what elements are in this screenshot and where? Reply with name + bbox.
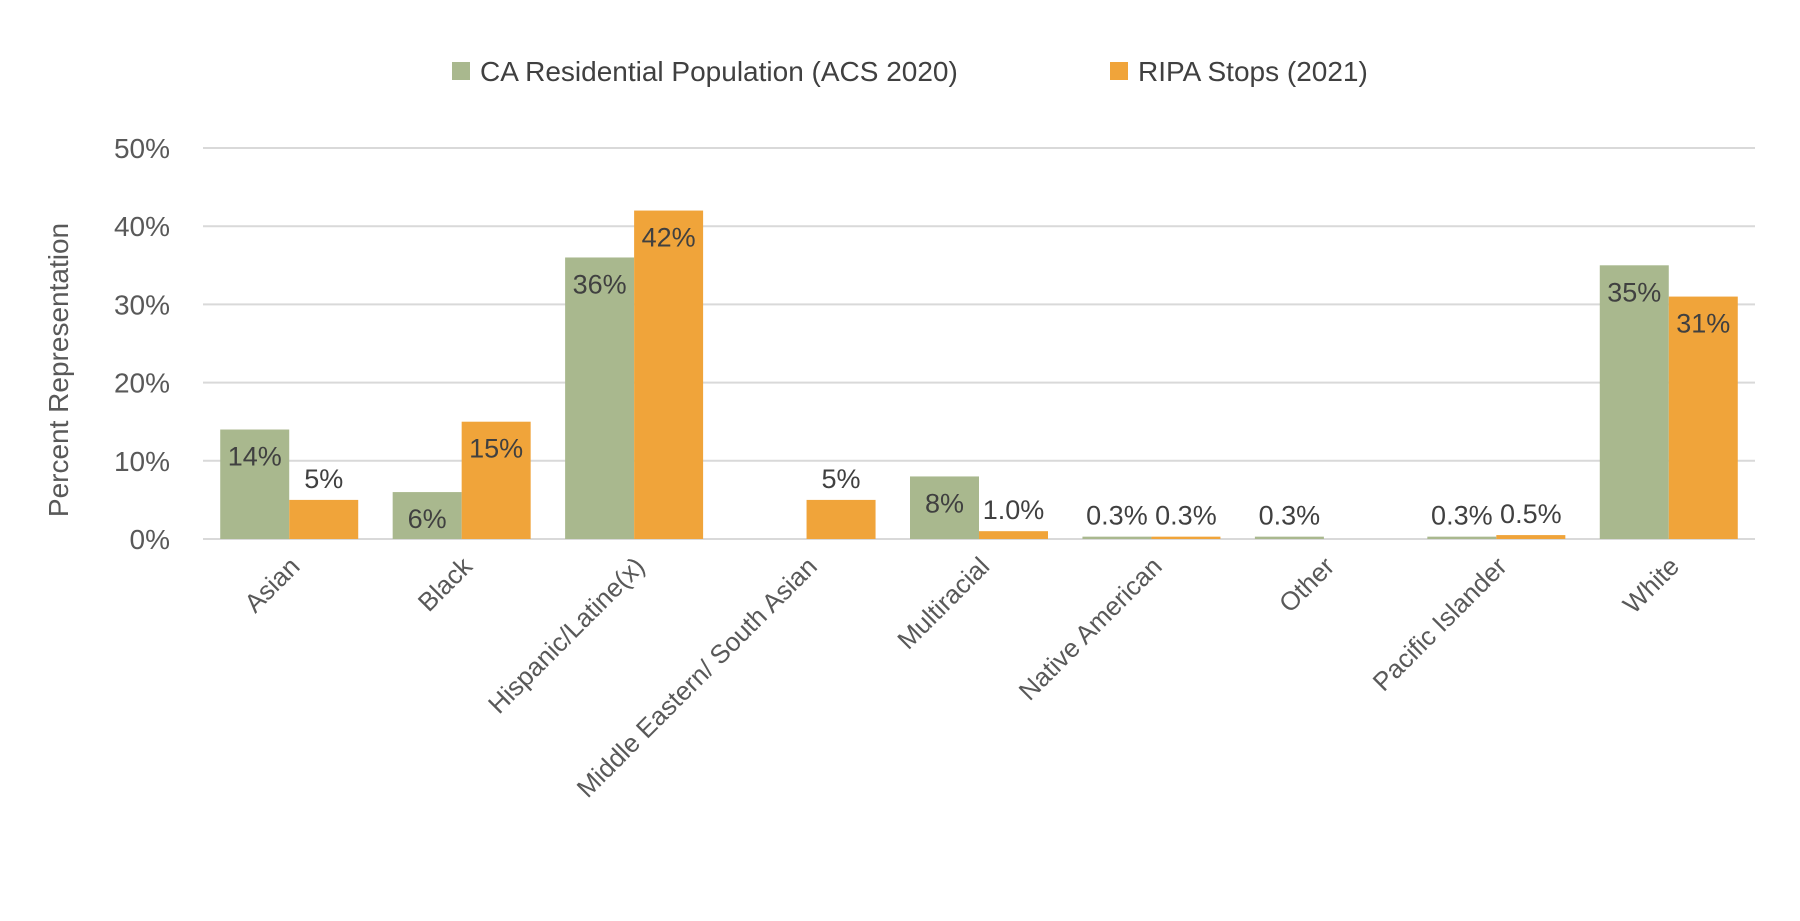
y-tick-label: 20% [114,368,170,399]
data-label: 42% [642,223,696,253]
legend-swatch [452,62,470,80]
bar [634,210,704,539]
data-label: 0.3% [1431,501,1493,531]
data-label: 35% [1607,277,1661,307]
bar [910,476,979,539]
y-axis-title: Percent Representation [43,223,74,517]
y-tick-label: 50% [114,133,170,164]
data-label: 14% [228,442,282,472]
x-tick-label: Native American [1013,551,1168,706]
x-tick-label: Hispanic/Latine(x) [482,551,650,719]
data-label: 0.3% [1086,501,1148,531]
x-tick-label: Black [412,550,479,617]
bar [1082,536,1152,539]
x-tick-label: Other [1273,551,1340,618]
bar [1254,536,1324,539]
bar [392,492,462,539]
bar [1668,296,1738,539]
y-tick-label: 40% [114,211,170,242]
x-tick-label: White [1617,551,1685,619]
x-tick-label: Asian [238,551,305,618]
data-label: 31% [1676,309,1730,339]
legend-label: CA Residential Population (ACS 2020) [480,56,958,87]
data-label: 0.5% [1500,499,1562,529]
bar [565,257,635,539]
y-tick-label: 30% [114,289,170,320]
data-label: 36% [573,269,627,299]
data-label: 5% [822,464,861,494]
bar-layer [220,210,1738,539]
data-label: 0.3% [1155,501,1217,531]
x-tick-label: Multiracial [891,551,995,655]
legend-label: RIPA Stops (2021) [1138,56,1368,87]
data-label: 15% [469,434,523,464]
bar [1427,536,1497,539]
bar [1496,535,1566,539]
bar [979,531,1048,539]
bar [1599,265,1669,539]
data-label: 1.0% [983,495,1045,525]
bar [220,429,290,539]
data-label: 8% [925,488,964,518]
bar [289,499,359,539]
data-label: 5% [304,464,343,494]
bar [461,421,531,539]
bar [806,499,876,539]
legend: CA Residential Population (ACS 2020) RIPA… [452,56,1368,87]
x-tick-label: Pacific Islander [1367,551,1513,697]
axis-layer: 0% 10% 20% 30% 40% 50% Asian Black Hispanic/Lati… [114,133,1685,803]
bar [1151,536,1221,539]
y-tick-label: 10% [114,446,170,477]
data-label: 0.3% [1259,501,1321,531]
y-tick-label: 0% [130,524,170,555]
legend-swatch [1110,62,1128,80]
label-layer: 14%6%36%8% 0.3% 0.3% 0.3%35%5%15%42%5%1.0% 0… [228,223,1731,535]
data-label: 6% [408,504,447,534]
